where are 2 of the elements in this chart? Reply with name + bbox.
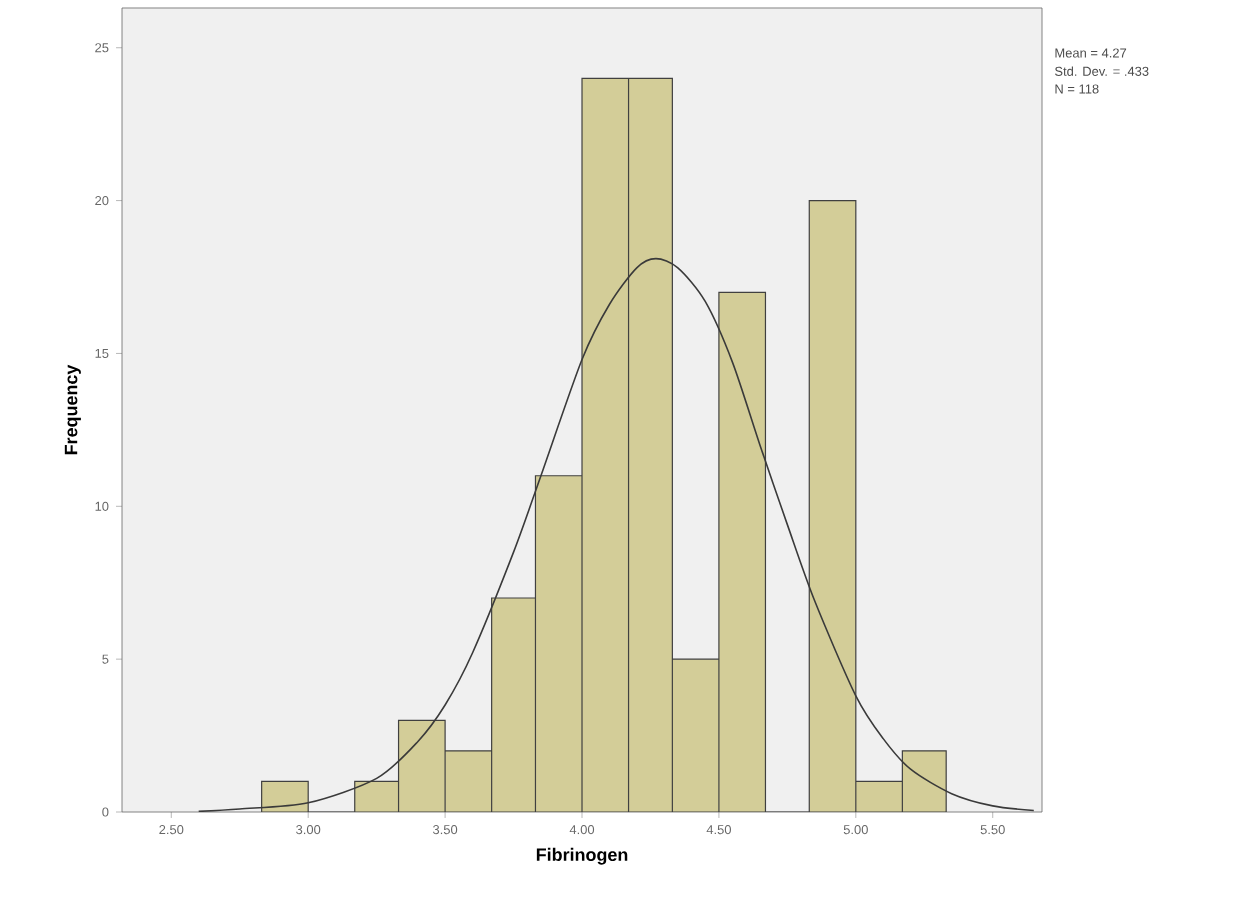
y-axis-title: Frequency <box>64 364 81 455</box>
x-axis-title: Fibrinogen <box>536 847 628 865</box>
